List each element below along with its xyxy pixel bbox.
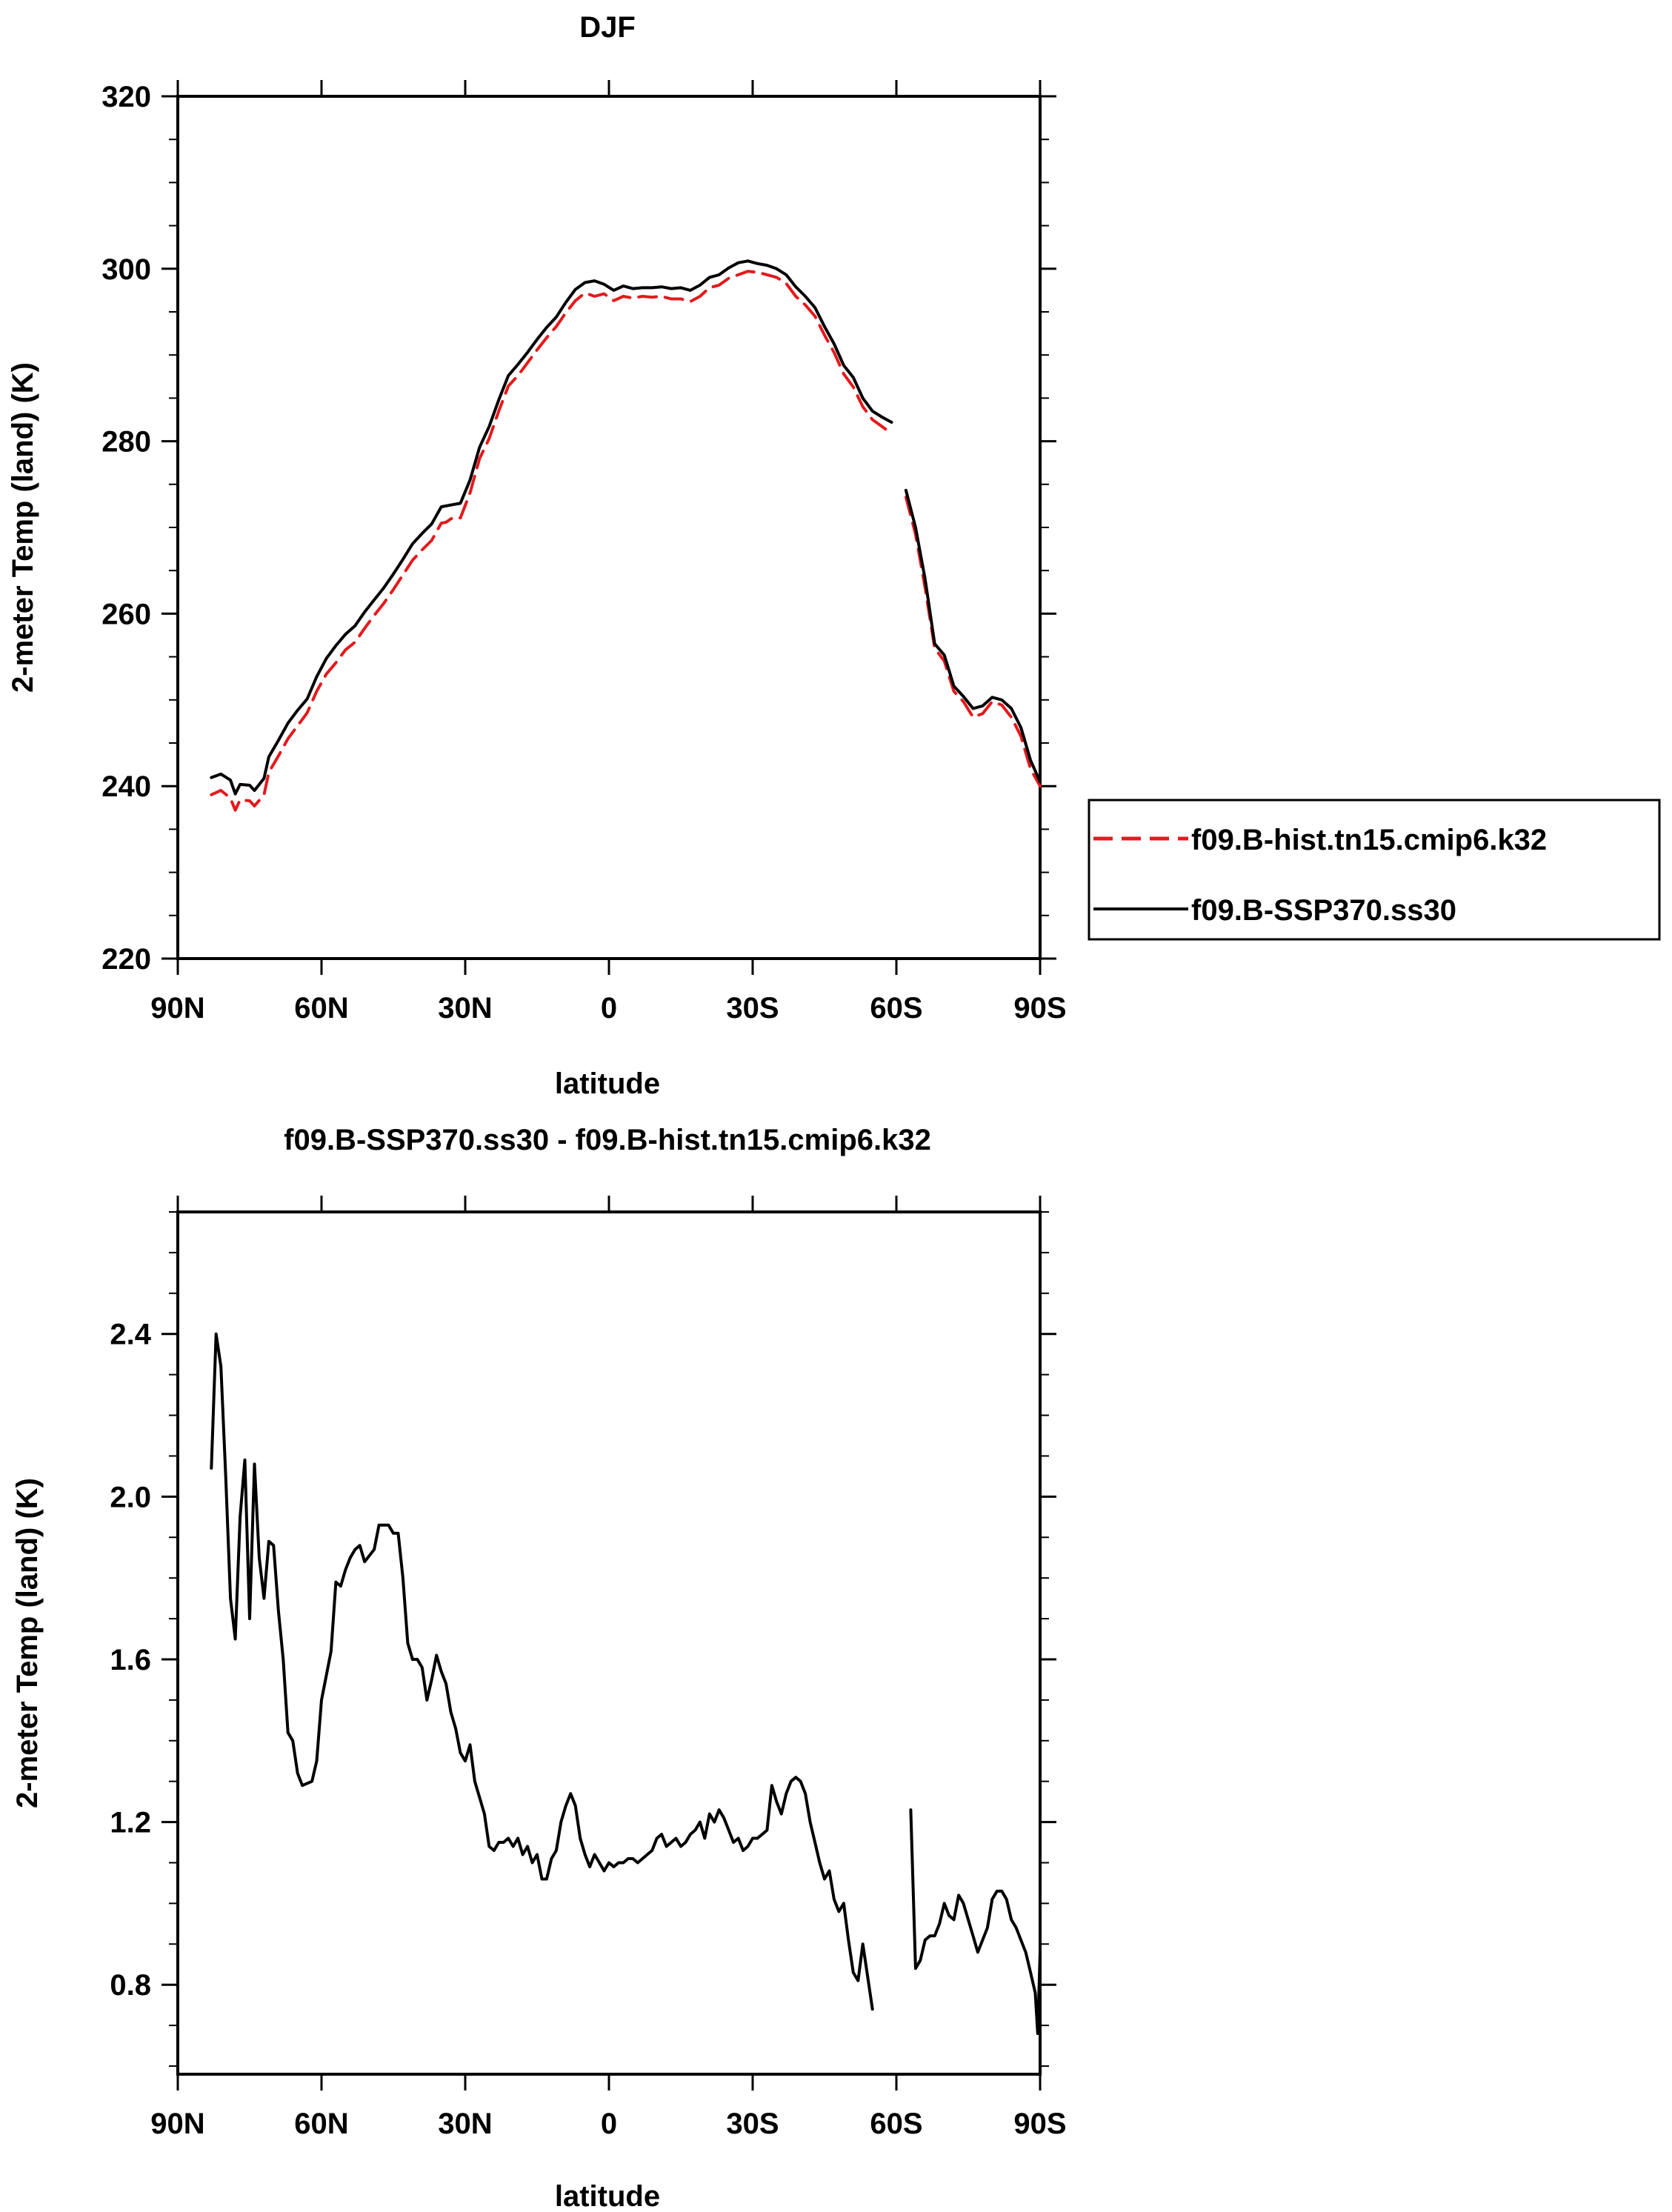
series-line <box>210 1332 874 2011</box>
y-tick-label: 240 <box>101 770 151 803</box>
top-y-axis: 220 240 260 280 300 320 <box>101 81 1056 976</box>
top-chart-title: DJF <box>579 11 636 44</box>
x-tick-label: 30S <box>726 2108 779 2140</box>
x-tick-label: 90S <box>1013 2108 1066 2140</box>
legend-label-ssp370: f09.B-SSP370.ss30 <box>1191 894 1456 927</box>
top-plot-frame <box>176 95 1042 960</box>
top-series-lines <box>210 259 1042 812</box>
legend-label-hist: f09.B-hist.tn15.cmip6.k32 <box>1191 824 1547 856</box>
series-line <box>904 496 1042 788</box>
series-line <box>210 259 893 796</box>
x-tick-label: 60N <box>294 992 348 1025</box>
x-tick-label: 60S <box>870 992 922 1025</box>
y-tick-label: 300 <box>101 253 151 286</box>
top-x-axis: 90N 60N 30N 0 30S 60S 90S <box>150 80 1067 1025</box>
y-tick-label: 0.8 <box>110 1969 151 2002</box>
x-tick-label: 90S <box>1013 992 1066 1025</box>
legend-box <box>1088 799 1661 941</box>
x-tick-label: 30N <box>438 992 492 1025</box>
y-tick-label: 2.0 <box>110 1481 151 1513</box>
top-y-axis-label: 2-meter Temp (land) (K) <box>7 362 39 693</box>
series-line <box>909 1808 1042 2036</box>
bottom-chart-title: f09.B-SSP370.ss30 - f09.B-hist.tn15.cmip… <box>284 1124 931 1156</box>
y-tick-label: 220 <box>101 943 151 976</box>
x-tick-label: 90N <box>150 992 204 1025</box>
bottom-x-axis: 90N 60N 30N 0 30S 60S 90S <box>150 1196 1067 2140</box>
y-tick-label: 1.2 <box>110 1807 151 1839</box>
y-tick-label: 320 <box>101 81 151 113</box>
bottom-plot-frame <box>176 1210 1042 2076</box>
bottom-y-axis: 0.8 1.2 1.6 2.0 2.4 <box>110 1211 1056 2068</box>
bottom-x-axis-label: latitude <box>555 2180 660 2212</box>
bottom-series-lines <box>210 1332 1042 2036</box>
series-line <box>904 488 1042 784</box>
y-tick-label: 1.6 <box>110 1644 151 1676</box>
legend: f09.B-hist.tn15.cmip6.k32 f09.B-SSP370.s… <box>1088 799 1661 941</box>
y-tick-label: 280 <box>101 426 151 459</box>
y-tick-label: 260 <box>101 598 151 630</box>
x-tick-label: 30S <box>726 992 779 1025</box>
x-tick-label: 30N <box>438 2108 492 2140</box>
x-tick-label: 60S <box>870 2108 922 2140</box>
x-tick-label: 60N <box>294 2108 348 2140</box>
x-tick-label: 0 <box>601 2108 617 2140</box>
x-tick-label: 0 <box>601 992 617 1025</box>
y-tick-label: 2.4 <box>110 1319 151 1351</box>
bottom-y-axis-label: 2-meter Temp (land) (K) <box>11 1478 44 1808</box>
bottom-panel: f09.B-SSP370.ss30 - f09.B-hist.tn15.cmip… <box>11 1124 1067 2212</box>
x-tick-label: 90N <box>150 2108 204 2140</box>
series-line <box>210 270 893 812</box>
top-x-axis-label: latitude <box>555 1067 660 1100</box>
